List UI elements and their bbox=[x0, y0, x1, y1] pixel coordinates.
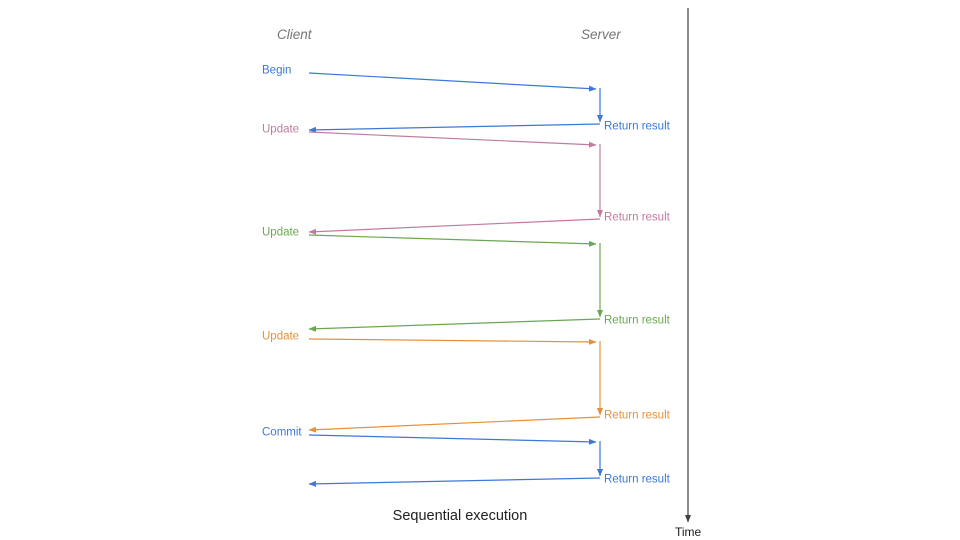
request-arrow bbox=[308, 234, 597, 247]
return-result-label: Return result bbox=[604, 473, 670, 486]
return-result-label: Return result bbox=[604, 211, 670, 224]
server-column-header: Server bbox=[581, 27, 621, 42]
request-arrow bbox=[308, 131, 597, 148]
return-result-label: Return result bbox=[604, 120, 670, 133]
return-arrow bbox=[308, 218, 601, 235]
request-arrow bbox=[308, 434, 597, 445]
return-arrow bbox=[308, 416, 601, 433]
message-label-update: Update bbox=[262, 123, 300, 136]
message-label-update: Update bbox=[262, 330, 300, 343]
return-arrow bbox=[308, 123, 601, 133]
return-result-label: Return result bbox=[604, 314, 670, 327]
message-label-begin: Begin bbox=[262, 64, 292, 77]
time-axis-label: Time bbox=[675, 525, 702, 539]
message-label-commit: Commit bbox=[262, 426, 302, 439]
diagram-caption: Sequential execution bbox=[392, 508, 528, 524]
request-arrow bbox=[308, 338, 597, 345]
return-arrow bbox=[308, 477, 601, 487]
return-arrow bbox=[308, 318, 601, 332]
return-result-label: Return result bbox=[604, 409, 670, 422]
request-arrow bbox=[308, 72, 597, 92]
client-column-header: Client bbox=[277, 27, 312, 42]
message-label-update: Update bbox=[262, 226, 300, 239]
